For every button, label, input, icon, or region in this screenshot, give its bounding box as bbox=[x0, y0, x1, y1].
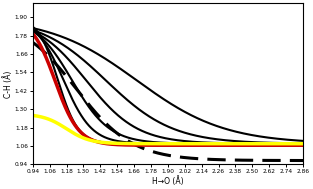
X-axis label: H→O (Å): H→O (Å) bbox=[152, 176, 184, 186]
Y-axis label: C-H (Å): C-H (Å) bbox=[3, 70, 13, 98]
